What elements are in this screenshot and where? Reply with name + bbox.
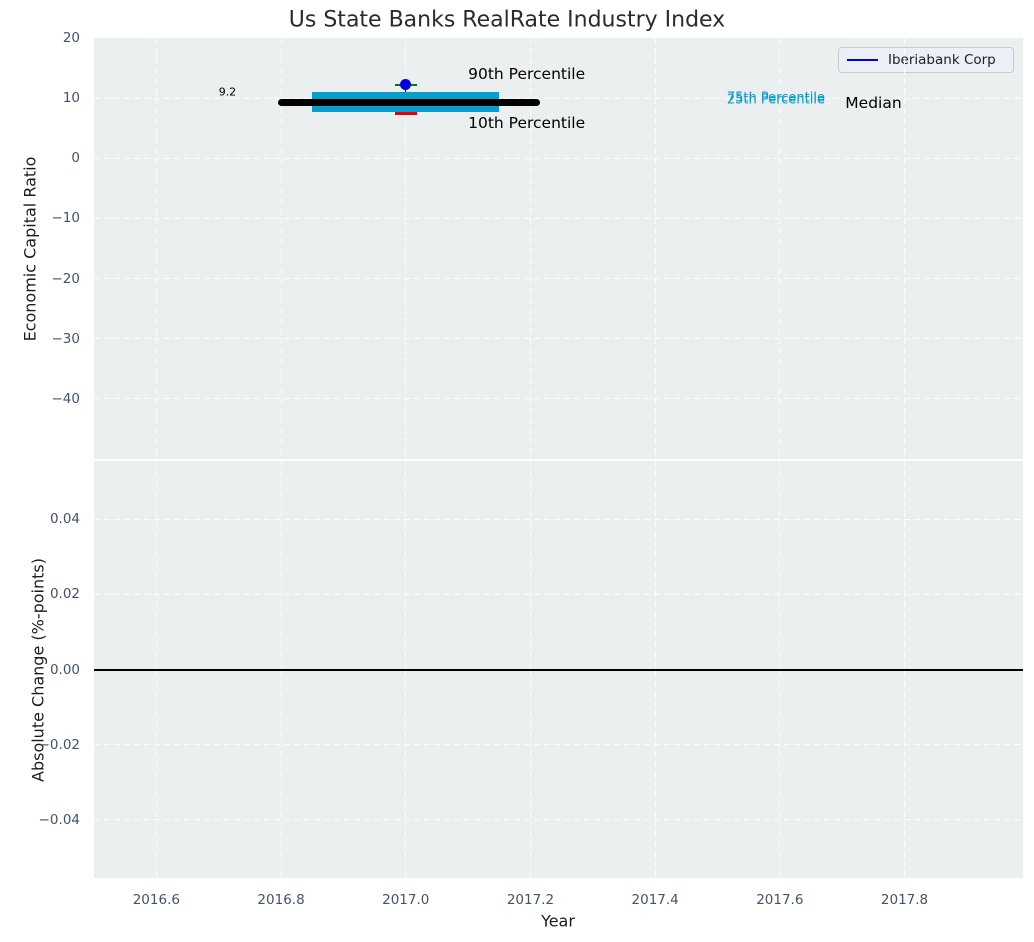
gridline-y [94,278,1023,280]
x-axis-label: Year [541,911,575,931]
x-tick-label: 2016.6 [132,892,180,908]
y-tick-label: 0.00 [49,661,80,678]
gridline-x [155,38,157,459]
legend-line-swatch [847,58,878,62]
x-tick-label: 2017.8 [880,892,929,908]
annotation-75th-percentile: 75th Percentile [726,90,825,106]
x-tick-label: 2017.6 [756,892,804,908]
chart-title: Us State Banks RealRate Industry Index [288,7,726,33]
legend: Iberiabank Corp [838,47,1014,73]
x-tick-label: 2017.0 [382,892,430,908]
annotation-90th-percentile: 90th Percentile [468,65,586,84]
gridline-x [280,38,282,459]
gridline-x [405,38,407,459]
company-point-marker [400,79,412,91]
y-axis-label-top: Economic Capital Ratio [20,156,40,342]
gridline-y [94,97,1023,99]
gridline-y [94,338,1023,340]
p10-cap [394,112,417,116]
median-line [278,99,540,107]
y-tick-label: −20 [51,270,81,287]
y-tick-label: −40 [51,390,81,407]
annotation-10th-percentile: 10th Percentile [468,114,586,133]
gridline-y [94,157,1023,159]
gridline-y [94,744,1023,746]
y-tick-label: −0.02 [38,736,80,753]
legend-label: Iberiabank Corp [888,52,996,68]
annotation-9-2: 9.2 [218,85,237,99]
gridline-x [779,38,781,459]
gridline-x [904,38,906,459]
gridline-x [654,38,656,459]
y-tick-label: 0.04 [49,511,80,528]
y-tick-label: 10 [62,90,80,107]
gridline-y [94,398,1023,400]
gridline-y [94,518,1023,520]
y-tick-label: −10 [51,210,81,227]
y-tick-label: 0.02 [49,586,80,603]
gridline-y [94,593,1023,595]
y-tick-label: 20 [62,30,80,46]
gridline-y [94,819,1023,821]
gridline-y [94,217,1023,219]
annotation-median: Median [845,94,902,113]
x-tick-label: 2017.4 [631,892,679,908]
top-axes-plot-area [94,38,1023,459]
y-tick-label: −30 [51,330,81,347]
annotation-25th-percentile: 25th Percentile [726,92,825,108]
x-tick-label: 2017.2 [506,892,555,908]
y-tick-label: 0 [71,150,80,167]
x-tick-label: 2016.8 [257,892,305,908]
zero-line [94,668,1023,671]
gridline-x [529,38,531,459]
y-tick-label: −0.04 [38,811,80,828]
